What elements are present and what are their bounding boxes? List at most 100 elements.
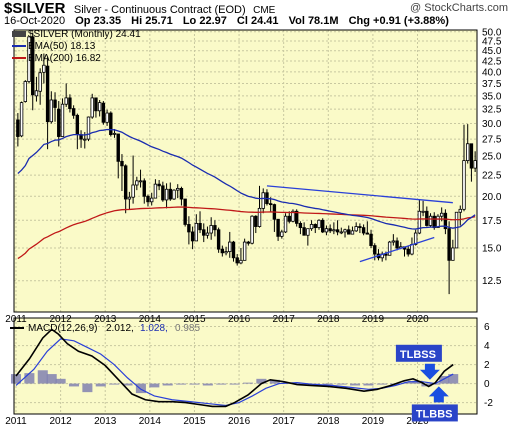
candle	[428, 213, 433, 227]
candle-body	[298, 222, 303, 229]
macd-x-tick-label: 2011	[5, 416, 27, 427]
candle-body	[417, 210, 422, 234]
candle	[328, 224, 332, 234]
candle	[361, 224, 366, 236]
candle-body	[57, 108, 61, 137]
macd-x-axis: 2011 2012 2013 2014 2015 2016 2017 2018 2019 2020	[5, 416, 429, 427]
candle-body	[317, 219, 321, 229]
candle-body	[31, 36, 35, 96]
macd-x-tick-label: 2016	[228, 416, 251, 427]
price-legend-label: $SILVER (Monthly) 24.41	[28, 29, 141, 40]
ema50-legend-label: EMA(50) 18.13	[28, 41, 96, 52]
candle-body	[280, 231, 284, 237]
candle-body	[161, 185, 165, 201]
histogram-bar	[109, 383, 120, 385]
histogram-bar	[37, 370, 48, 384]
histogram-bar	[82, 383, 93, 393]
price-y-tick-label: 30.0	[482, 119, 502, 130]
chg-value: +0.91 (+3.88%)	[373, 15, 449, 27]
candle-body	[246, 241, 251, 244]
price-y-tick-label: 20.0	[482, 192, 502, 203]
candle-body	[23, 81, 27, 102]
candle	[309, 220, 314, 231]
quote-close: Cl 24.41	[237, 15, 279, 27]
price-x-axis: 2011 2012 2013 2014 2015 2016 2017 2018 2019 2020	[5, 314, 429, 325]
candle-body	[42, 64, 46, 73]
histogram-bar	[149, 383, 160, 388]
candle	[280, 229, 284, 239]
candle	[120, 154, 124, 191]
candle-body	[451, 247, 455, 261]
candle	[205, 226, 210, 239]
candle	[283, 213, 288, 234]
candle-body	[324, 228, 329, 233]
price-y-tick-label: 27.5	[482, 135, 502, 146]
candle	[443, 209, 448, 235]
candle-body	[105, 112, 109, 123]
histogram-bar	[55, 378, 66, 384]
candle-body	[261, 192, 265, 209]
candle	[224, 246, 228, 256]
symbol-label: $SILVER	[4, 0, 66, 17]
candle-body	[190, 231, 195, 242]
candle	[298, 221, 303, 235]
candle	[53, 92, 57, 122]
candle-body	[198, 222, 202, 231]
price-x-tick-label: 2020	[406, 314, 429, 325]
candle	[462, 124, 466, 212]
quote-change: Chg +0.91 (+3.88%)	[349, 15, 449, 27]
macd-x-tick-label: 2020	[406, 416, 429, 427]
candle-body	[458, 208, 462, 213]
price-x-tick-label: 2014	[139, 314, 162, 325]
candle	[335, 220, 340, 236]
candle-body	[332, 229, 336, 232]
candle-body	[254, 215, 258, 227]
candle-body	[421, 210, 425, 213]
tlbbs-label-box	[411, 404, 458, 422]
candle-body	[68, 97, 72, 109]
candle	[172, 189, 176, 200]
candle-body	[53, 99, 57, 108]
candle	[268, 197, 273, 213]
candle	[90, 93, 94, 119]
candle-body	[205, 232, 210, 236]
candle-body	[123, 165, 128, 200]
low-label: Lo	[182, 15, 197, 27]
candle-body	[242, 241, 247, 261]
candle-body	[447, 228, 451, 261]
close-value: 24.41	[250, 15, 279, 27]
candle	[149, 192, 154, 206]
macd-y-tick-label: 6	[484, 322, 490, 333]
candle	[157, 180, 161, 191]
candle	[287, 211, 291, 224]
candle-body	[410, 244, 414, 255]
tlbss-label-box	[395, 344, 442, 362]
candle	[127, 191, 132, 210]
stockcharts-credit[interactable]: @ StockCharts.com	[410, 2, 508, 14]
candle-body	[194, 222, 199, 242]
candle-body	[413, 232, 418, 245]
candle-body	[75, 114, 80, 136]
candle-body	[19, 102, 24, 137]
candle-body	[294, 210, 299, 224]
candle	[276, 218, 280, 241]
candle	[202, 223, 206, 243]
ema50-line	[17, 128, 476, 230]
candle-body	[135, 180, 139, 186]
macd-panel-border	[13, 317, 478, 415]
price-grid	[14, 30, 477, 312]
candle	[254, 215, 258, 234]
candle	[105, 109, 109, 126]
candle	[466, 124, 470, 164]
candle-body	[439, 212, 444, 217]
candle-body	[358, 226, 362, 229]
candle-body	[187, 224, 191, 233]
price-y-tick-label: 25.0	[482, 152, 502, 163]
macd-y-axis: -2 0 2 4 6	[484, 322, 493, 409]
candle-body	[313, 224, 317, 229]
candle-body	[350, 230, 355, 235]
macd-x-tick-label: 2019	[362, 416, 385, 427]
candle-body	[343, 229, 347, 233]
candle-body	[153, 183, 158, 199]
